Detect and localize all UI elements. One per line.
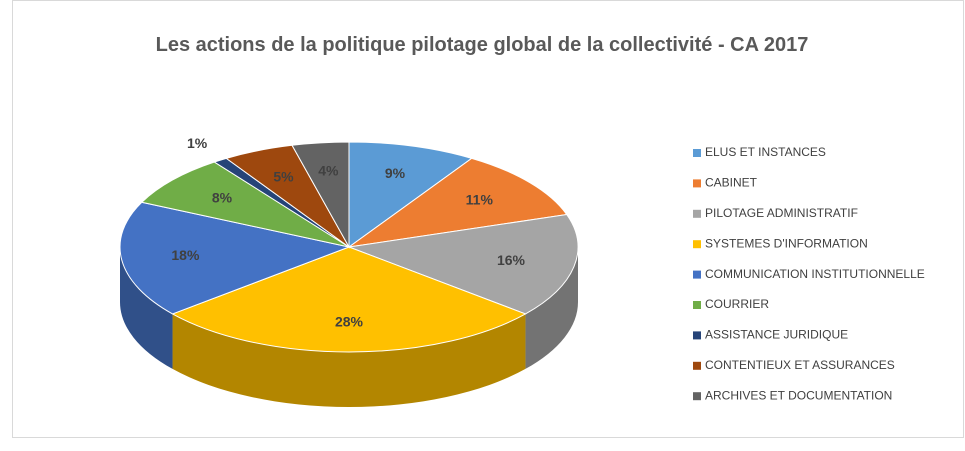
slice <box>348 141 473 248</box>
legend-label: CONTENTIEUX ET ASSURANCES <box>705 358 895 372</box>
chart-frame <box>12 0 964 438</box>
slice <box>347 214 579 315</box>
data-label: 4% <box>318 163 339 179</box>
legend-label: SYSTEMES D'INFORMATION <box>705 236 868 250</box>
data-label: 11% <box>466 191 494 207</box>
legend-swatch <box>693 301 701 309</box>
data-label: 18% <box>171 247 200 263</box>
legend-swatch <box>693 149 701 157</box>
legend-swatch <box>693 179 701 188</box>
slice <box>348 157 568 248</box>
slice <box>140 161 350 248</box>
legend-label: PILOTAGE ADMINISTRATIF <box>705 206 858 220</box>
slice <box>171 246 527 353</box>
legend-label: COMMUNICATION INSTITUTIONNELLE <box>705 267 925 281</box>
slice-side <box>120 247 173 369</box>
legend-swatch <box>693 331 701 340</box>
slice-side <box>525 247 578 369</box>
legend-swatch <box>693 209 701 218</box>
data-label: 9% <box>385 165 406 181</box>
slice-side <box>172 313 526 407</box>
data-label: 1% <box>187 135 208 151</box>
legend-swatch <box>693 392 701 401</box>
legend-swatch <box>693 240 701 249</box>
data-label: 8% <box>212 190 233 206</box>
legend-label: ARCHIVES ET DOCUMENTATION <box>705 388 892 402</box>
legend-label: ELUS ET INSTANCES <box>705 145 826 159</box>
legend-swatch <box>693 270 701 279</box>
slice <box>291 141 350 249</box>
slice <box>119 201 351 315</box>
data-label: 28% <box>335 313 364 329</box>
legend-swatch <box>693 361 701 370</box>
legend-label: ASSISTANCE JURIDIQUE <box>705 328 848 342</box>
legend-label: COURRIER <box>705 297 769 311</box>
chart-title: Les actions de la politique pilotage glo… <box>155 34 809 56</box>
data-label: 5% <box>273 168 294 184</box>
legend-label: CABINET <box>705 176 758 190</box>
data-label: 16% <box>497 252 526 268</box>
